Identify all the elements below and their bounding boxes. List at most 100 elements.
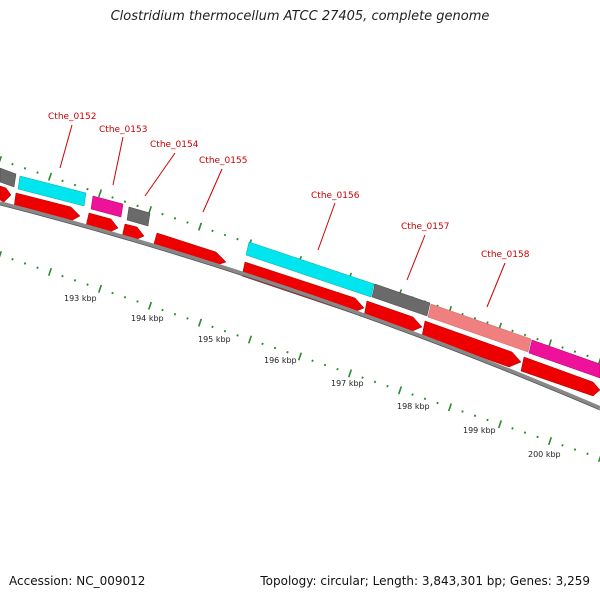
minor-tick bbox=[61, 179, 64, 183]
callout-line bbox=[59, 124, 73, 169]
minor-tick bbox=[461, 410, 464, 413]
minor-tick bbox=[11, 257, 14, 261]
minor-tick bbox=[111, 196, 114, 199]
minor-tick bbox=[73, 183, 77, 187]
kbp-label: 200 kbp bbox=[528, 450, 561, 459]
minor-tick bbox=[536, 435, 539, 439]
inner-tick-ring bbox=[0, 250, 600, 463]
feature-box[interactable] bbox=[0, 167, 17, 188]
minor-tick bbox=[111, 291, 114, 295]
minor-tick bbox=[11, 162, 14, 166]
minor-tick bbox=[161, 212, 164, 216]
callout-line bbox=[317, 202, 336, 251]
major-tick bbox=[497, 420, 503, 429]
minor-tick bbox=[286, 351, 289, 354]
gene-label[interactable]: Cthe_0154 bbox=[150, 140, 199, 150]
gene-label[interactable]: Cthe_0158 bbox=[481, 250, 530, 260]
gene-label[interactable]: Cthe_0155 bbox=[199, 156, 247, 166]
minor-tick bbox=[123, 296, 127, 299]
minor-tick bbox=[586, 452, 589, 456]
feature-box-cyan[interactable] bbox=[245, 241, 375, 298]
minor-tick bbox=[511, 329, 514, 333]
minor-tick bbox=[336, 367, 339, 371]
kbp-label: 196 kbp bbox=[264, 356, 297, 365]
genome-info: Topology: circular; Length: 3,843,301 bp… bbox=[260, 574, 590, 588]
callout-line bbox=[406, 234, 426, 281]
minor-tick bbox=[561, 444, 564, 447]
major-tick bbox=[197, 318, 203, 327]
major-tick bbox=[297, 352, 303, 361]
genome-backbone bbox=[0, 201, 600, 410]
major-tick bbox=[247, 335, 253, 344]
minor-tick bbox=[86, 187, 89, 191]
cds-arrow[interactable] bbox=[421, 320, 522, 368]
minor-tick bbox=[561, 346, 564, 349]
genome-backbone-edge bbox=[0, 204, 600, 411]
kbp-label: 194 kbp bbox=[131, 314, 164, 323]
minor-tick bbox=[523, 431, 527, 434]
minor-tick bbox=[423, 397, 427, 401]
minor-tick bbox=[586, 354, 589, 358]
kbp-label: 197 kbp bbox=[331, 379, 364, 388]
minor-tick bbox=[211, 325, 214, 329]
minor-tick bbox=[511, 427, 514, 430]
major-tick bbox=[0, 155, 3, 163]
major-tick bbox=[97, 189, 103, 198]
minor-tick bbox=[23, 167, 27, 170]
minor-tick bbox=[386, 384, 389, 388]
callout-line bbox=[144, 152, 176, 197]
cds-arrow[interactable] bbox=[520, 356, 600, 397]
minor-tick bbox=[123, 200, 127, 203]
major-tick bbox=[547, 437, 553, 446]
major-tick bbox=[347, 369, 353, 378]
major-tick bbox=[47, 267, 53, 276]
minor-tick bbox=[23, 262, 27, 265]
cds-arrow[interactable] bbox=[0, 185, 12, 203]
minor-tick bbox=[473, 414, 477, 417]
minor-tick bbox=[186, 221, 189, 224]
minor-tick bbox=[73, 279, 77, 282]
major-tick bbox=[197, 222, 203, 231]
major-tick bbox=[147, 301, 153, 310]
gene-label[interactable]: Cthe_0153 bbox=[99, 125, 147, 135]
minor-tick bbox=[36, 266, 39, 269]
minor-tick bbox=[236, 237, 239, 241]
minor-tick bbox=[236, 334, 239, 337]
callout-line bbox=[486, 262, 506, 308]
major-tick bbox=[597, 357, 600, 365]
minor-tick bbox=[161, 308, 164, 312]
accession-label: Accession: NC_009012 bbox=[9, 574, 146, 588]
callout-line bbox=[202, 168, 223, 213]
gene-callouts bbox=[59, 124, 506, 308]
major-tick bbox=[597, 455, 600, 463]
feature-box-cyan[interactable] bbox=[17, 175, 87, 207]
feature-box-gray[interactable] bbox=[371, 283, 431, 317]
kbp-label: 193 kbp bbox=[64, 294, 97, 303]
minor-tick bbox=[136, 300, 139, 303]
gene-label[interactable]: Cthe_0157 bbox=[401, 222, 449, 232]
gene-label[interactable]: Cthe_0152 bbox=[48, 112, 96, 122]
minor-tick bbox=[173, 312, 177, 316]
feature-box-magenta[interactable] bbox=[528, 339, 600, 379]
kbp-labels: 193 kbp 194 kbp 195 kbp 196 kbp 197 kbp … bbox=[64, 294, 561, 459]
minor-tick bbox=[361, 376, 364, 379]
gene-label[interactable]: Cthe_0156 bbox=[311, 191, 360, 201]
minor-tick bbox=[536, 337, 539, 341]
minor-tick bbox=[486, 418, 489, 422]
minor-tick bbox=[223, 329, 227, 333]
minor-tick bbox=[273, 346, 277, 350]
feature-box-salmon[interactable] bbox=[427, 303, 532, 353]
feature-box-gray[interactable] bbox=[126, 206, 151, 227]
minor-tick bbox=[86, 283, 89, 286]
major-tick bbox=[447, 403, 453, 412]
feature-box-magenta[interactable] bbox=[90, 195, 124, 218]
minor-tick bbox=[36, 171, 39, 174]
minor-tick bbox=[223, 233, 227, 237]
callout-line bbox=[112, 136, 124, 186]
minor-tick bbox=[373, 380, 377, 384]
major-tick bbox=[397, 386, 403, 395]
minor-tick bbox=[311, 359, 314, 362]
minor-tick bbox=[61, 274, 64, 278]
minor-tick bbox=[486, 321, 489, 324]
